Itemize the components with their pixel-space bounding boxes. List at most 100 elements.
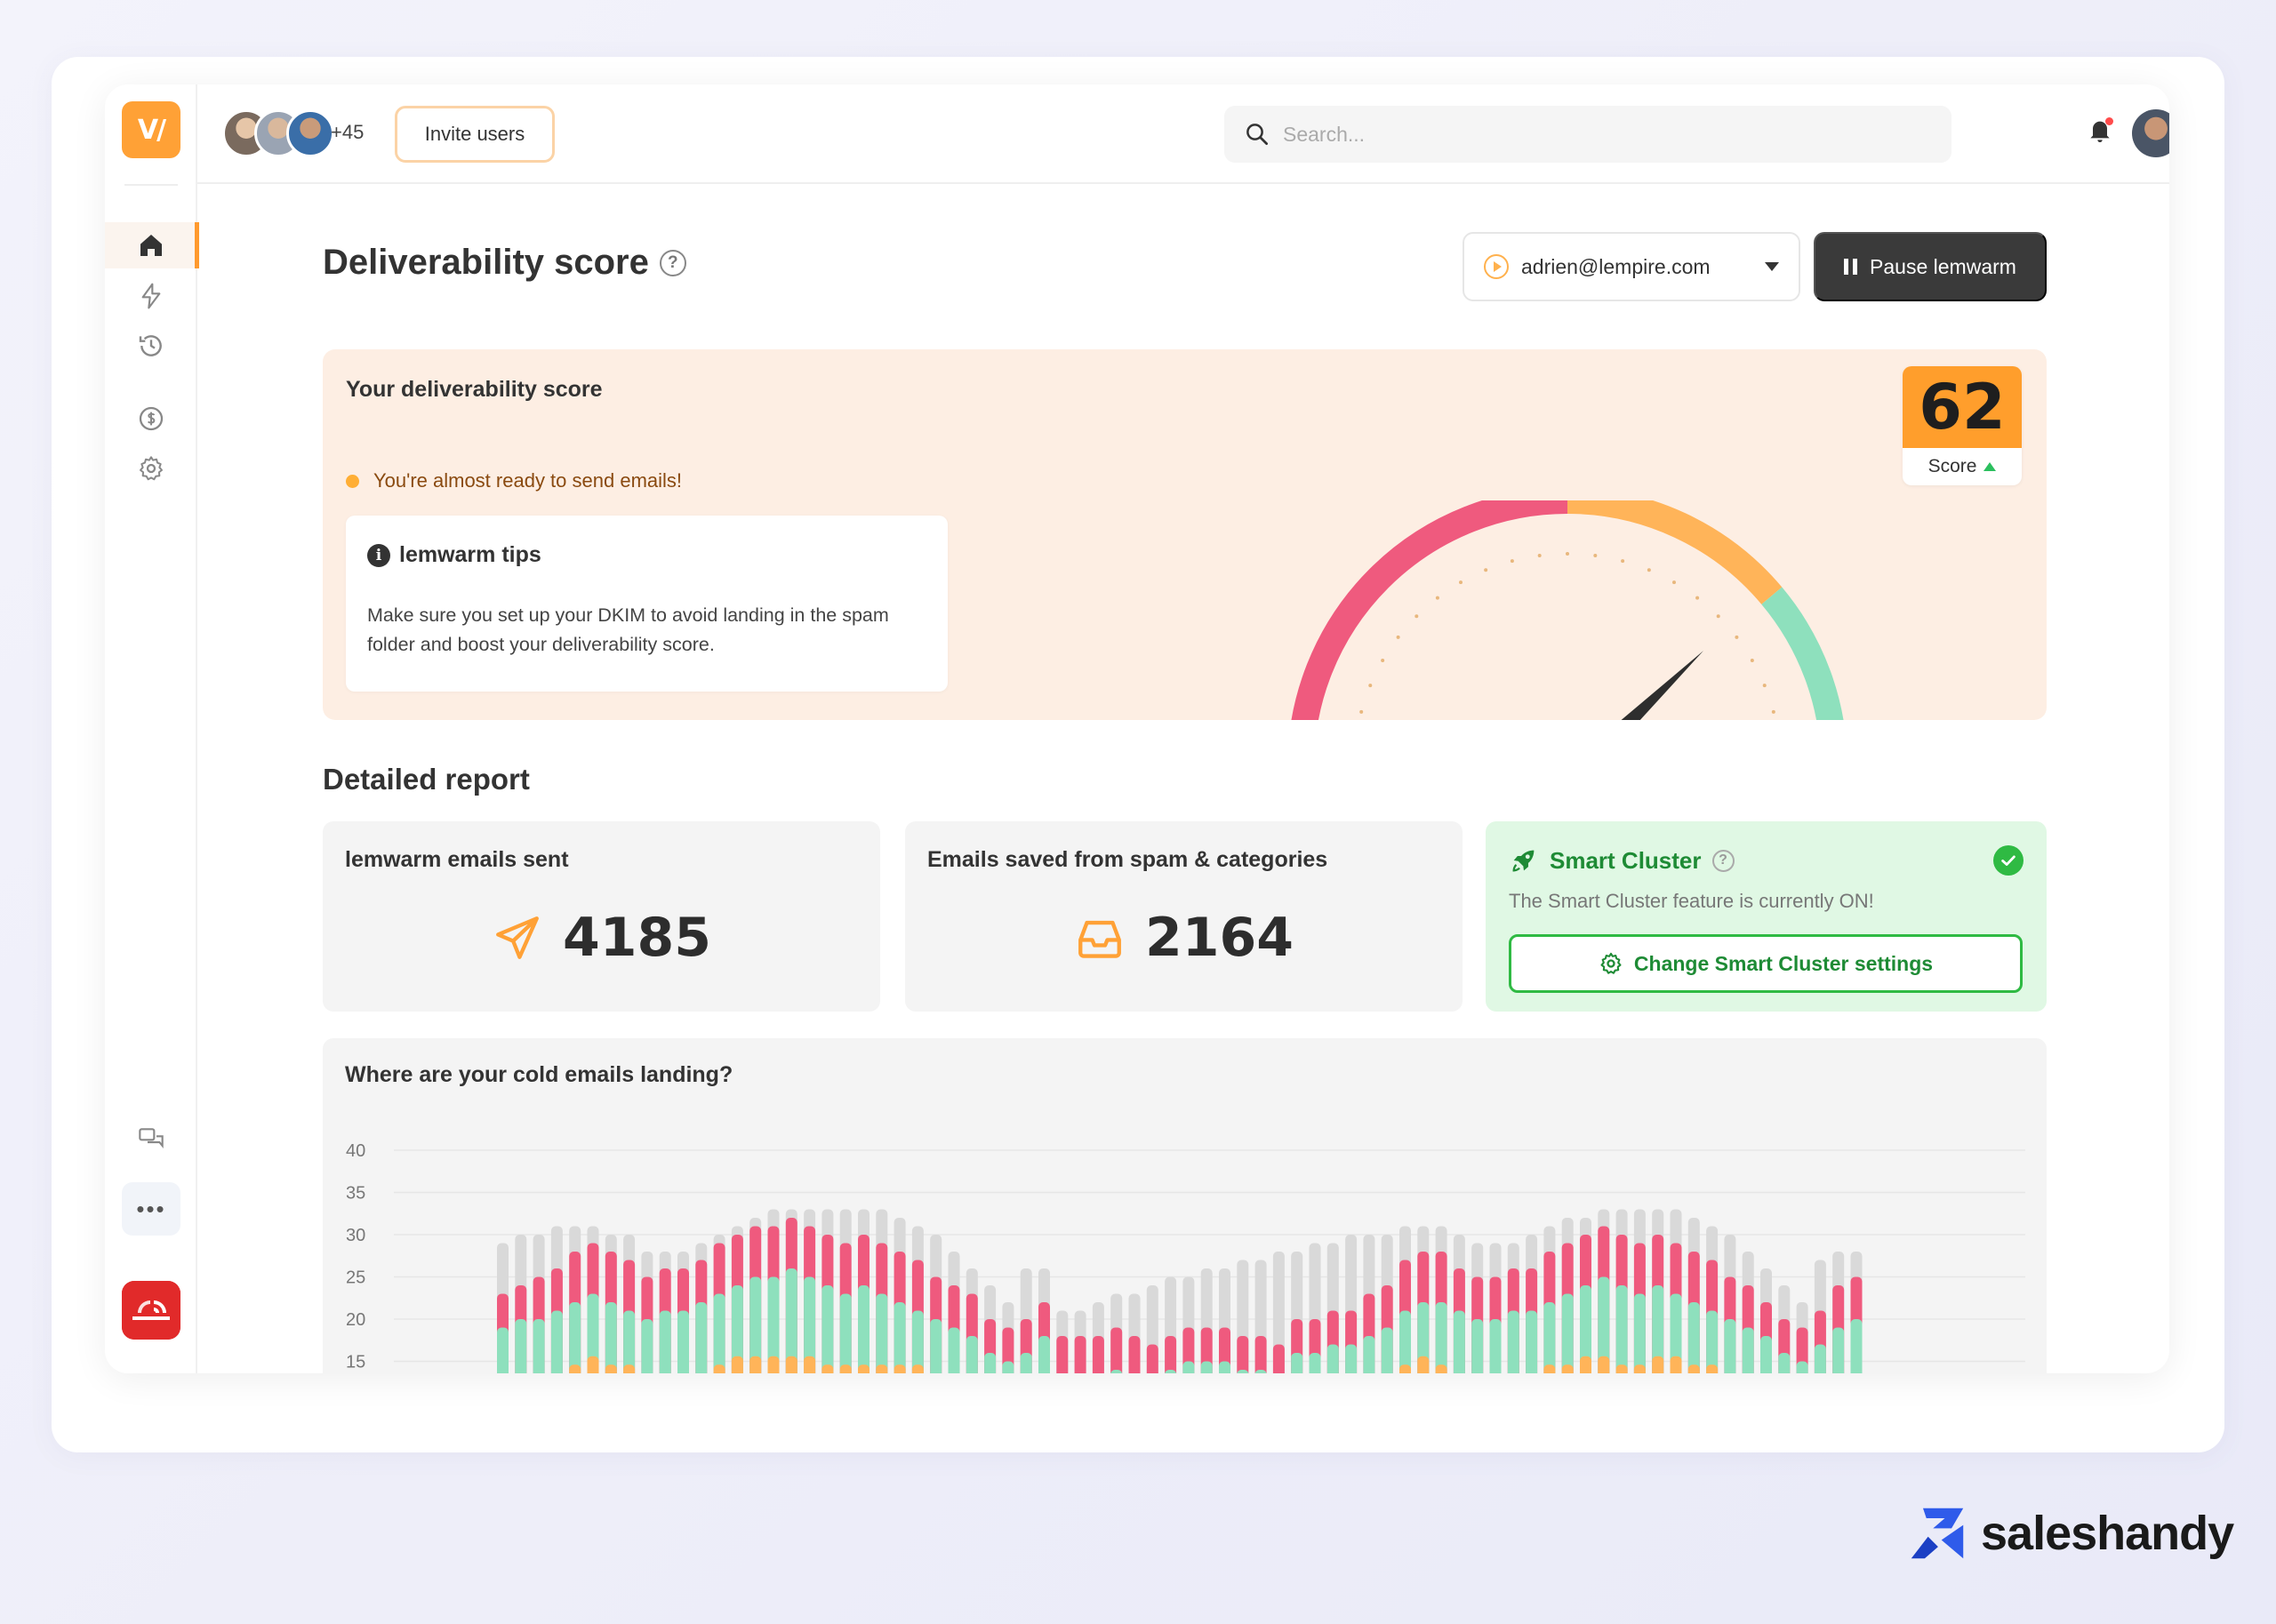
bar-inbox <box>1435 1302 1447 1373</box>
bar-inbox <box>1038 1336 1050 1373</box>
the-north-face-logo[interactable] <box>122 1281 180 1340</box>
check-circle-icon <box>1993 845 2024 876</box>
bar-inbox <box>569 1302 581 1373</box>
emails-saved-card: Emails saved from spam & categories 2164 <box>905 821 1463 1012</box>
bar-categories <box>731 1356 743 1373</box>
bar-spam <box>1056 1336 1069 1373</box>
app-logo[interactable]: V/ <box>122 101 180 158</box>
score-value: 62 <box>1903 366 2022 448</box>
bar-categories <box>767 1356 780 1373</box>
bar-inbox <box>1778 1353 1791 1373</box>
bar-inbox <box>804 1276 816 1373</box>
bar-inbox <box>1850 1319 1863 1373</box>
bar-inbox <box>1760 1336 1772 1373</box>
bar-categories <box>1399 1364 1411 1373</box>
bar-inbox <box>1742 1327 1754 1373</box>
dollar-icon <box>139 406 164 431</box>
bar-inbox <box>1526 1310 1538 1373</box>
bar-inbox <box>1832 1327 1845 1373</box>
bar-categories <box>804 1356 816 1373</box>
y-tick-label: 40 <box>346 1141 365 1161</box>
email-select-value: adrien@lempire.com <box>1521 254 1711 278</box>
gauge-tick <box>1593 554 1598 558</box>
search-bar[interactable] <box>1224 106 1951 163</box>
gauge-tick <box>1566 552 1569 556</box>
bar-categories <box>1598 1356 1610 1373</box>
search-input[interactable] <box>1283 122 1905 147</box>
bar-inbox <box>731 1285 743 1373</box>
status-message: You're almost ready to send emails! <box>346 469 682 492</box>
help-icon[interactable]: ? <box>1711 849 1735 872</box>
lightning-icon <box>141 283 161 309</box>
history-icon <box>139 335 162 356</box>
gauge-arc-orange <box>1567 500 1783 604</box>
gauge-tick <box>1510 559 1514 564</box>
notification-bell-icon[interactable] <box>2086 115 2114 149</box>
bar-spam <box>1165 1336 1177 1373</box>
bar-spam <box>1254 1336 1267 1373</box>
emails-saved-label: Emails saved from spam & categories <box>927 847 1328 872</box>
team-avatars[interactable] <box>222 109 334 159</box>
bar-categories <box>1543 1364 1556 1373</box>
tips-body: Make sure you set up your DKIM to avoid … <box>367 604 889 655</box>
more-button[interactable]: ••• <box>122 1182 180 1236</box>
pause-lemwarm-button[interactable]: Pause lemwarm <box>1814 232 2047 301</box>
bar-spam <box>1128 1336 1141 1373</box>
bar-categories <box>1706 1364 1719 1373</box>
bar-categories <box>1615 1364 1628 1373</box>
bar-categories <box>569 1364 581 1373</box>
sidebar-item-chat[interactable] <box>105 1116 197 1162</box>
gear-icon <box>140 456 163 481</box>
bar-categories <box>1652 1356 1664 1373</box>
invite-users-button[interactable]: Invite users <box>395 106 555 163</box>
topbar: +45 Invite users <box>197 84 2169 184</box>
bar-inbox <box>911 1310 924 1373</box>
email-account-select[interactable]: adrien@lempire.com <box>1463 232 1800 301</box>
gauge-arc-green <box>1761 587 1844 720</box>
bar-categories <box>821 1364 834 1373</box>
bar-inbox <box>641 1319 653 1373</box>
emails-sent-row: 4185 <box>323 907 880 969</box>
bar-inbox <box>1652 1285 1664 1373</box>
emails-saved-row: 2164 <box>905 907 1463 969</box>
emails-sent-card: lemwarm emails sent 4185 <box>323 821 880 1012</box>
bar-inbox <box>1580 1285 1591 1373</box>
emails-saved-value: 2164 <box>1145 907 1294 969</box>
help-icon[interactable]: ? <box>659 249 686 276</box>
sidebar-item-history[interactable] <box>105 323 197 369</box>
bar-inbox <box>550 1310 563 1373</box>
tips-box: i lemwarm tips Make sure you set up your… <box>346 516 948 692</box>
sidebar-item-activity[interactable] <box>105 273 197 319</box>
bar-categories <box>876 1364 888 1373</box>
pause-icon <box>1844 259 1858 275</box>
saleshandy-logo: saleshandy <box>1908 1506 2234 1561</box>
bar-inbox <box>894 1302 906 1373</box>
user-avatar[interactable] <box>2132 109 2169 157</box>
bar-inbox <box>713 1293 725 1373</box>
gauge-tick <box>1647 568 1651 572</box>
sidebar-item-settings[interactable] <box>105 445 197 492</box>
bar-inbox <box>984 1353 997 1373</box>
bar-categories <box>713 1364 725 1373</box>
score-gauge <box>1291 500 1844 720</box>
bar-inbox <box>1453 1310 1465 1373</box>
y-tick-label: 15 <box>346 1353 365 1372</box>
bar-inbox <box>1237 1370 1249 1373</box>
bar-inbox <box>623 1310 636 1373</box>
change-smart-cluster-settings-button[interactable]: Change Smart Cluster settings <box>1509 934 2023 993</box>
bar-inbox <box>1561 1293 1574 1373</box>
bar-inbox <box>1326 1344 1339 1373</box>
bar-inbox <box>821 1285 834 1373</box>
bar-inbox <box>533 1319 545 1373</box>
sidebar-item-billing[interactable] <box>105 396 197 442</box>
gauge-ticks <box>1359 552 1775 714</box>
bar-inbox <box>1489 1319 1502 1373</box>
bar-inbox <box>785 1268 797 1373</box>
gauge-tick <box>1672 580 1676 585</box>
sidebar-item-home[interactable] <box>105 222 199 268</box>
inbox-tray-icon <box>1078 920 1121 958</box>
bar-categories <box>587 1356 599 1373</box>
bar-inbox <box>930 1319 942 1373</box>
emails-sent-label: lemwarm emails sent <box>345 847 569 872</box>
gauge-arc-red <box>1291 500 1568 720</box>
